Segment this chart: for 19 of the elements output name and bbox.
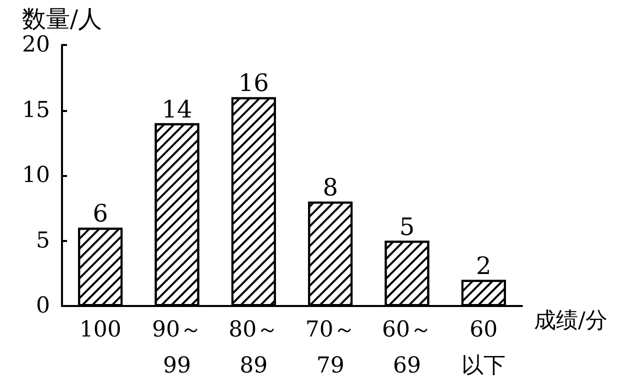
y-tick-label: 10 (22, 163, 50, 188)
x-tick-label: 60 以下 (462, 318, 506, 378)
x-tick-label: 60～ 69 (382, 318, 432, 378)
x-tick-label: 90～ 99 (152, 318, 202, 378)
x-tick-label: 100 (79, 318, 122, 342)
x-tick-label: 70～ 79 (305, 318, 356, 378)
y-axis-title: 数量/人 (22, 5, 102, 33)
data-label: 14 (162, 95, 192, 124)
y-tick-label: 0 (36, 294, 50, 318)
data-label: 16 (238, 69, 269, 98)
data-label: 6 (92, 200, 108, 228)
x-axis-title: 成绩/分 (534, 308, 608, 334)
data-label: 2 (476, 252, 492, 280)
y-tick-label: 5 (36, 228, 50, 254)
x-tick-label: 80～ 89 (228, 318, 279, 378)
data-label: 5 (399, 212, 415, 241)
y-tick-label: 15 (22, 98, 50, 123)
data-label: 8 (322, 174, 338, 202)
y-tick-label: 20 (22, 32, 50, 58)
